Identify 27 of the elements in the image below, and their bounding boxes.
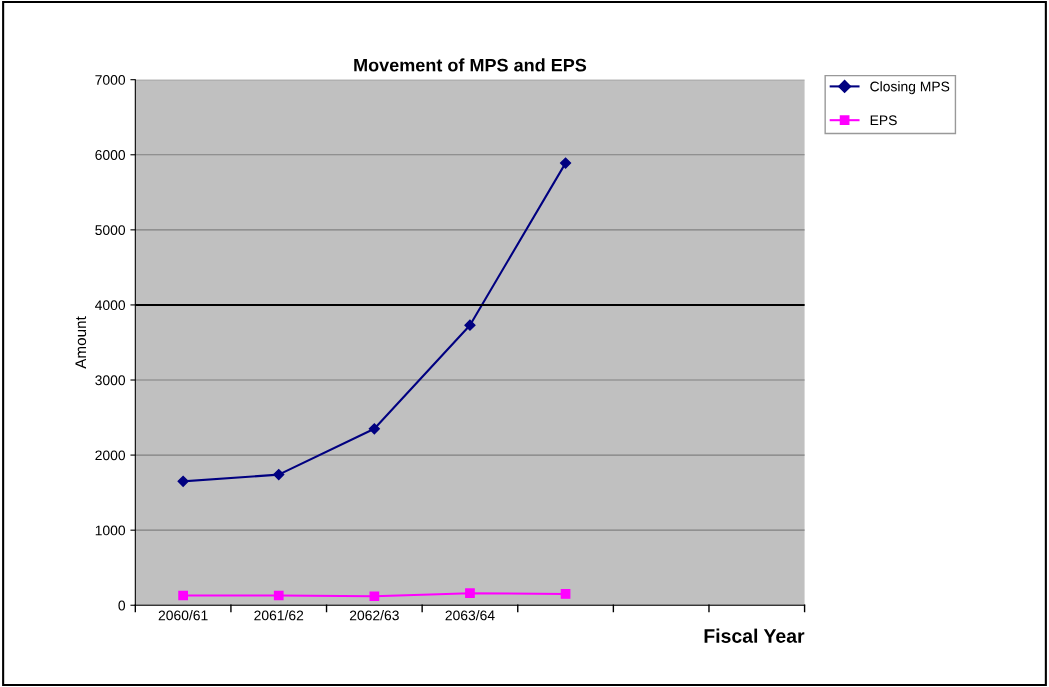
y-tick-label: 2000 <box>95 450 126 461</box>
x-tick-label: 2061/62 <box>254 610 304 621</box>
point <box>178 590 188 601</box>
y-tick-label: 1000 <box>95 525 126 536</box>
y-tick-label: 0 <box>118 600 126 611</box>
point <box>560 589 571 599</box>
point <box>273 469 285 481</box>
point <box>559 157 572 169</box>
x-axis-title: Fiscal Year <box>704 628 805 643</box>
y-tick-label: 3000 <box>95 375 126 386</box>
y-axis-title: Amount <box>75 316 87 369</box>
y-tick-label: 6000 <box>95 150 126 160</box>
y-tick-label: 7000 <box>95 75 126 85</box>
y-tick-label: 5000 <box>95 225 126 236</box>
legend-label: EPS <box>870 115 897 126</box>
point <box>369 591 380 602</box>
point <box>464 319 476 331</box>
chart-title: Movement of MPS and EPS <box>354 58 587 72</box>
x-tick-label: 2060/61 <box>158 610 208 621</box>
x-tick-label: 2063/64 <box>445 610 495 621</box>
point <box>465 588 475 599</box>
point <box>368 423 380 435</box>
point <box>273 590 284 601</box>
x-tick-label: 2062/63 <box>349 610 399 621</box>
point <box>177 475 189 487</box>
legend-label: Closing MPS <box>870 81 950 95</box>
y-tick-label: 4000 <box>95 300 126 311</box>
